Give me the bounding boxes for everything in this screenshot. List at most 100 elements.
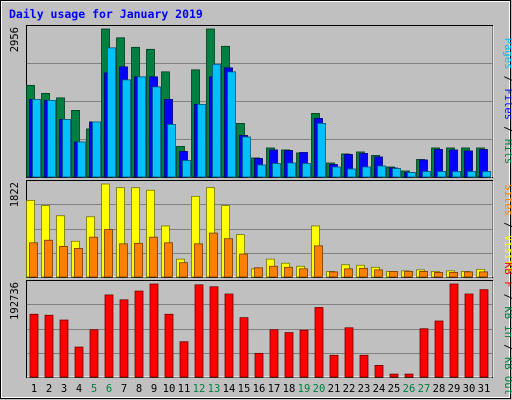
bar-kb-f xyxy=(164,313,174,378)
bar-kb-f xyxy=(224,293,234,378)
bar-sites xyxy=(74,248,83,278)
bar-sites xyxy=(464,271,473,278)
bar-pages xyxy=(287,162,296,178)
x-tick-label: 30 xyxy=(463,383,476,395)
bar-kb-f xyxy=(269,329,279,378)
x-tick-label: 19 xyxy=(298,383,311,395)
bar-sites xyxy=(119,243,128,278)
bar-sites xyxy=(359,267,368,278)
bar-kb-f xyxy=(254,352,264,378)
x-tick-label: 24 xyxy=(373,383,386,395)
bar-kb-f xyxy=(419,328,429,378)
bar-pages xyxy=(92,121,101,178)
bar-kb-f xyxy=(89,329,99,378)
bar-sites xyxy=(194,243,203,278)
bar-kb-f xyxy=(194,284,204,378)
bar-sites xyxy=(179,262,188,278)
bar-pages xyxy=(137,76,146,178)
series-axis-label: Pages / Files / Hits xyxy=(502,38,512,164)
bar-pages xyxy=(422,171,431,178)
bar-pages xyxy=(212,63,221,178)
bar-pages xyxy=(467,171,476,178)
bar-pages xyxy=(347,168,356,178)
bar-sites xyxy=(104,229,113,278)
x-tick-label: 27 xyxy=(418,383,431,395)
bar-pages xyxy=(272,163,281,178)
x-tick-label: 9 xyxy=(151,383,157,395)
series-axis-label-part: / xyxy=(502,338,512,357)
series-axis-label-part: KB F xyxy=(502,262,512,287)
y-max-label: 2956 xyxy=(9,27,21,52)
bar-kb-f xyxy=(329,354,339,378)
x-tick-label: 12 xyxy=(193,383,206,395)
x-tick-label: 5 xyxy=(91,383,97,395)
series-axis-label-part: Files xyxy=(502,88,512,120)
bar-pages xyxy=(377,165,386,178)
bar-sites xyxy=(59,245,68,278)
bar-kb-f xyxy=(149,283,159,378)
x-tick-label: 22 xyxy=(343,383,356,395)
bar-pages xyxy=(62,119,71,178)
series-axis-label-part: / xyxy=(502,69,512,88)
bar-sites xyxy=(374,269,383,278)
series-axis-label-part: KB In xyxy=(502,306,512,338)
bar-pages xyxy=(392,168,401,178)
bar-pages xyxy=(302,163,311,178)
x-tick-label: 11 xyxy=(178,383,191,395)
x-tick-label: 10 xyxy=(163,383,176,395)
bar-sites xyxy=(29,242,38,278)
bar-pages xyxy=(362,166,371,178)
x-tick-label: 13 xyxy=(208,383,221,395)
x-tick-label: 2 xyxy=(46,383,52,395)
series-axis-label-part: / xyxy=(502,120,512,139)
bar-pages xyxy=(167,124,176,178)
bar-pages xyxy=(257,164,266,178)
series-axis-label-part: / xyxy=(502,287,512,306)
x-tick-label: 18 xyxy=(283,383,296,395)
bar-sites xyxy=(134,242,143,278)
bar-sites xyxy=(149,236,158,278)
bar-pages xyxy=(197,104,206,178)
y-max-label: 1822 xyxy=(9,182,21,207)
bar-pages xyxy=(332,166,341,178)
x-tick-label: 14 xyxy=(223,383,236,395)
series-axis-label-part: KB Out xyxy=(502,357,512,395)
bar-kb-f xyxy=(59,319,69,378)
bar-pages xyxy=(77,141,86,178)
x-tick-label: 4 xyxy=(76,383,82,395)
bar-sites xyxy=(284,266,293,278)
bar-sites xyxy=(329,271,338,278)
x-tick-label: 15 xyxy=(238,383,251,395)
bar-kb-f xyxy=(239,317,249,378)
bar-kb-f xyxy=(299,329,309,378)
bar-pages xyxy=(122,79,131,178)
x-tick-label: 16 xyxy=(253,383,266,395)
x-tick-label: 3 xyxy=(61,383,67,395)
bar-sites xyxy=(239,253,248,278)
series-axis-label: KB F / KB In / KB Out xyxy=(502,262,512,395)
bar-pages xyxy=(227,71,236,178)
bar-kb-f xyxy=(44,314,54,378)
x-tick-label: 31 xyxy=(478,383,491,395)
bar-sites xyxy=(449,272,458,278)
bar-kb-f xyxy=(374,365,384,378)
x-tick-label: 26 xyxy=(403,383,416,395)
bar-sites xyxy=(224,238,233,278)
x-tick-label: 7 xyxy=(121,383,127,395)
bar-pages xyxy=(242,136,251,178)
bar-pages xyxy=(47,99,56,178)
x-tick-label: 20 xyxy=(313,383,326,395)
series-axis-label-part: Pages xyxy=(502,38,512,70)
bar-kb-f xyxy=(389,373,399,378)
x-tick-label: 8 xyxy=(136,383,142,395)
bar-kb-f xyxy=(359,354,369,378)
bar-pages xyxy=(407,172,416,178)
series-axis-label-part: / xyxy=(502,216,512,235)
bar-sites xyxy=(314,245,323,278)
bar-kb-f xyxy=(404,373,414,378)
bar-pages xyxy=(317,123,326,178)
bar-kb-f xyxy=(464,293,474,378)
